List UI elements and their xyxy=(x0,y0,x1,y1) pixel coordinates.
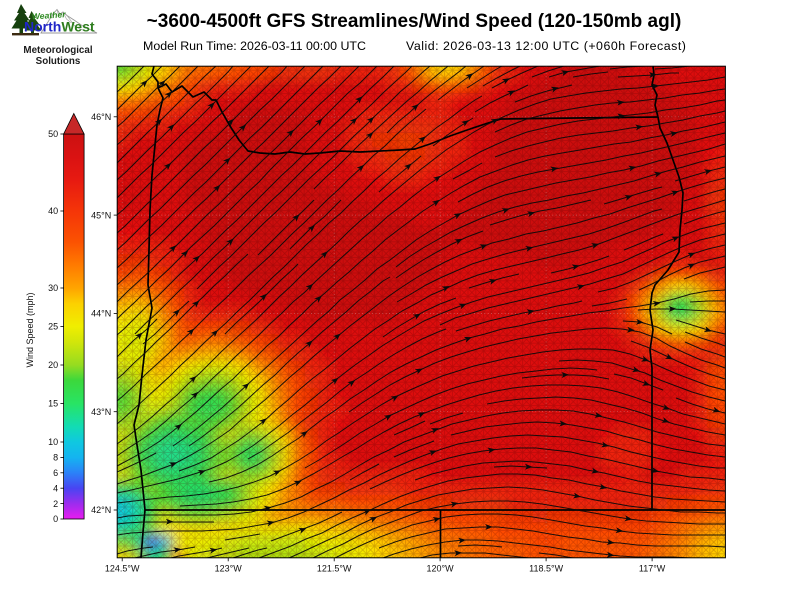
svg-text:2: 2 xyxy=(53,499,58,509)
svg-text:Valid: 2026-03-13 12:00 UTC (: Valid: 2026-03-13 12:00 UTC (+060h Forec… xyxy=(406,39,686,53)
svg-text:8: 8 xyxy=(53,453,58,463)
svg-text:44°N: 44°N xyxy=(91,309,111,319)
svg-text:15: 15 xyxy=(48,399,58,409)
svg-text:20: 20 xyxy=(48,360,58,370)
svg-text:NorthWest: NorthWest xyxy=(24,19,95,35)
svg-text:46°N: 46°N xyxy=(91,112,111,122)
svg-text:Weather: Weather xyxy=(31,9,66,21)
svg-text:~3600-4500ft GFS Streamlines/W: ~3600-4500ft GFS Streamlines/Wind Speed … xyxy=(147,11,682,32)
svg-text:50: 50 xyxy=(48,129,58,139)
svg-text:Wind Speed (mph): Wind Speed (mph) xyxy=(25,292,35,367)
svg-text:124.5°W: 124.5°W xyxy=(105,563,140,573)
svg-text:42°N: 42°N xyxy=(91,505,111,515)
svg-text:118.5°W: 118.5°W xyxy=(529,563,563,573)
svg-text:6: 6 xyxy=(53,468,58,478)
svg-text:4: 4 xyxy=(53,483,58,493)
svg-text:25: 25 xyxy=(48,322,58,332)
svg-text:40: 40 xyxy=(48,206,58,216)
svg-text:45°N: 45°N xyxy=(91,210,111,220)
svg-text:10: 10 xyxy=(48,437,58,447)
svg-text:120°W: 120°W xyxy=(427,563,455,573)
svg-text:123°W: 123°W xyxy=(215,563,243,573)
svg-text:Model Run Time: 2026-03-11 00:: Model Run Time: 2026-03-11 00:00 UTC xyxy=(143,39,366,53)
svg-text:30: 30 xyxy=(48,283,58,293)
svg-text:43°N: 43°N xyxy=(91,407,111,417)
svg-text:Solutions: Solutions xyxy=(36,56,81,67)
svg-text:117°W: 117°W xyxy=(639,563,666,573)
svg-text:Meteorological: Meteorological xyxy=(23,45,92,56)
svg-text:121.5°W: 121.5°W xyxy=(317,563,352,573)
svg-text:0: 0 xyxy=(53,514,58,524)
